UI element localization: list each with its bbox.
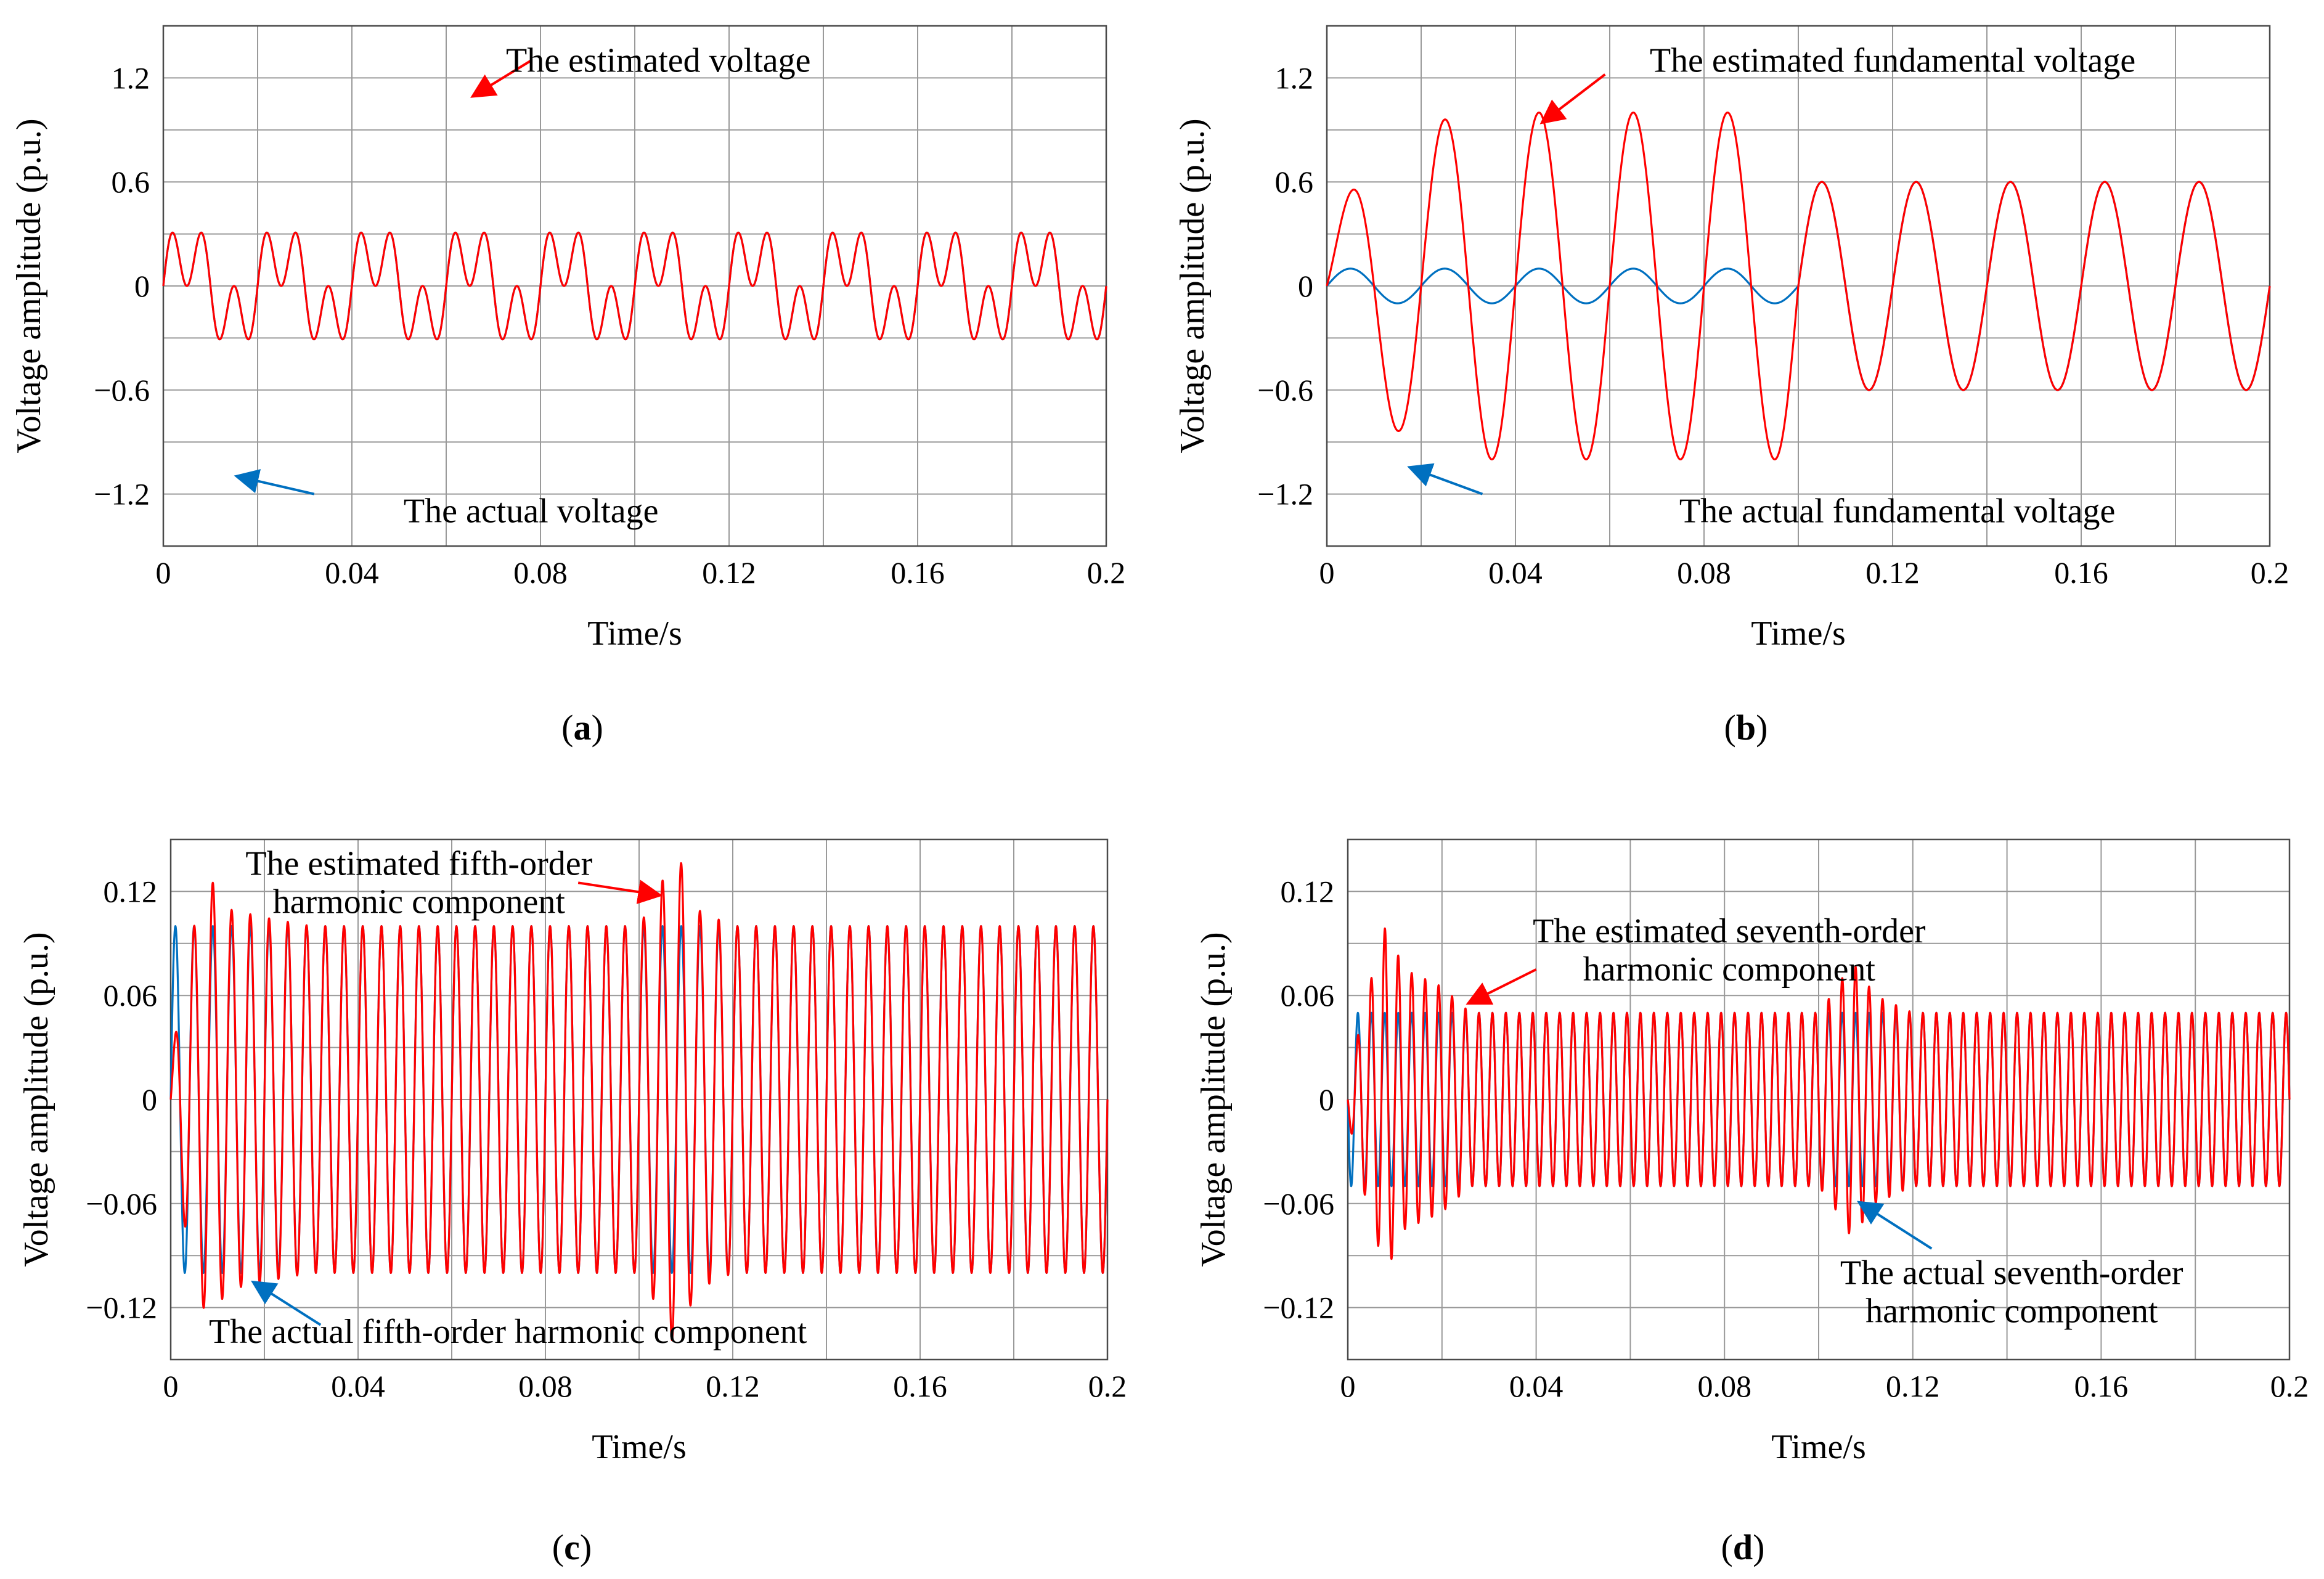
y-tick-label: 1.2 [1275,60,1314,95]
x-tick-label: 0 [1319,555,1335,590]
y-tick-label: 0.12 [1281,874,1335,908]
y-tick-label: 0 [134,269,150,303]
actual-label-arrow [234,469,315,496]
x-axis-label: Time/s [587,614,682,653]
y-tick-label: −0.6 [94,373,150,407]
actual-label-arrow [1407,463,1483,496]
y-axis-label: Voltage amplitude (p.u.) [17,932,55,1267]
y-tick-label: −1.2 [1257,477,1313,512]
x-tick-label: 0.08 [1697,1369,1751,1403]
x-tick-label: 0.16 [893,1369,947,1403]
x-tick-label: 0.08 [1677,555,1731,590]
y-tick-label: 0 [1319,1082,1334,1117]
actual-label-arrow [1857,1201,1933,1250]
y-tick-label: 0.06 [104,978,158,1013]
x-tick-label: 0.2 [2270,1369,2309,1403]
y-axis-label: Voltage amplitude (p.u.) [1173,118,1212,453]
x-tick-label: 0.08 [518,1369,573,1403]
x-tick-label: 0.04 [331,1369,385,1403]
actual-label: The actual fundamental voltage [1679,492,2115,531]
estimated-label-arrow [1539,73,1606,124]
x-tick-label: 0.2 [2251,555,2289,590]
y-tick-label: −0.06 [1263,1186,1334,1221]
actual-label-arrow [251,1280,322,1326]
y-tick-label: −0.12 [86,1291,157,1325]
x-tick-label: 0.04 [1488,555,1543,590]
panel-label: (c) [552,1527,592,1567]
series-estimated-line [162,231,1107,341]
x-tick-label: 0.16 [891,555,945,590]
y-tick-label: −0.06 [86,1186,157,1221]
actual-label: The actual fifth-order harmonic componen… [209,1313,807,1351]
chart-b: 0 0.04 0.08 0.12 0.16 0.2 −1.2 −0.6 0 0.6 1.2 Time/… [1173,25,2289,748]
y-axis-label: Voltage amplitude (p.u.) [1194,932,1233,1267]
y-tick-label: 1.2 [112,60,150,95]
x-tick-label: 0 [1340,1369,1356,1403]
estimated-label: The estimated voltage [506,41,810,80]
series-estimated-line [169,862,1109,1341]
series-estimated-line [1347,927,2291,1260]
y-tick-label: 0.6 [112,165,150,199]
y-tick-label: 0.06 [1281,978,1335,1013]
estimated-label-line2: harmonic component [273,883,566,921]
actual-label: The actual seventh-order [1840,1254,2183,1292]
chart-d: 0 0.04 0.08 0.12 0.16 0.2 −0.12 −0.06 0 0.06 0.12 T… [1194,838,2309,1567]
panel-label: (a) [561,708,603,748]
estimated-label-arrow [470,59,532,98]
chart-c: 0 0.04 0.08 0.12 0.16 0.2 −0.12 −0.06 0 0.06 0.12 T… [17,838,1127,1567]
estimated-label-arrow [1466,968,1537,1005]
x-tick-label: 0.16 [2054,555,2108,590]
panel-label: (b) [1724,708,1768,748]
y-tick-label: 0 [1298,269,1313,303]
x-axis-label: Time/s [1771,1428,1866,1466]
x-tick-label: 0.16 [2074,1369,2129,1403]
chart-a: 0 0.04 0.08 0.12 0.16 0.2 −1.2 −0.6 0 0.6 1.2 Time/… [10,25,1126,748]
actual-label: The actual voltage [404,492,659,531]
estimated-label-arrow [577,879,663,904]
x-tick-label: 0 [156,555,171,590]
x-tick-label: 0.12 [702,555,756,590]
estimated-label-line2: harmonic component [1583,950,1876,989]
x-tick-label: 0.04 [325,555,379,590]
y-tick-label: 0 [142,1082,157,1117]
x-tick-label: 0.08 [513,555,568,590]
y-tick-label: −0.6 [1257,373,1313,407]
actual-label-line2: harmonic component [1865,1292,2158,1330]
y-tick-label: 0.12 [104,874,158,908]
panel-label: (d) [1721,1527,1765,1567]
y-tick-label: 0.6 [1275,165,1314,199]
x-tick-label: 0.12 [1865,555,1920,590]
y-axis-label: Voltage amplitude (p.u.) [10,118,48,453]
x-tick-label: 0 [163,1369,179,1403]
x-axis-label: Time/s [592,1428,687,1466]
y-tick-label: −1.2 [94,477,150,512]
x-tick-label: 0.2 [1087,555,1126,590]
estimated-label: The estimated seventh-order [1533,912,1926,950]
x-axis-label: Time/s [1751,614,1846,653]
x-tick-label: 0.2 [1088,1369,1127,1403]
y-tick-label: −0.12 [1263,1291,1334,1325]
x-tick-label: 0.12 [706,1369,760,1403]
estimated-label: The estimated fifth-order [245,844,592,883]
x-tick-label: 0.12 [1886,1369,1940,1403]
x-tick-label: 0.04 [1509,1369,1564,1403]
estimated-label: The estimated fundamental voltage [1650,41,2135,80]
series-estimated-line [1326,112,2271,460]
